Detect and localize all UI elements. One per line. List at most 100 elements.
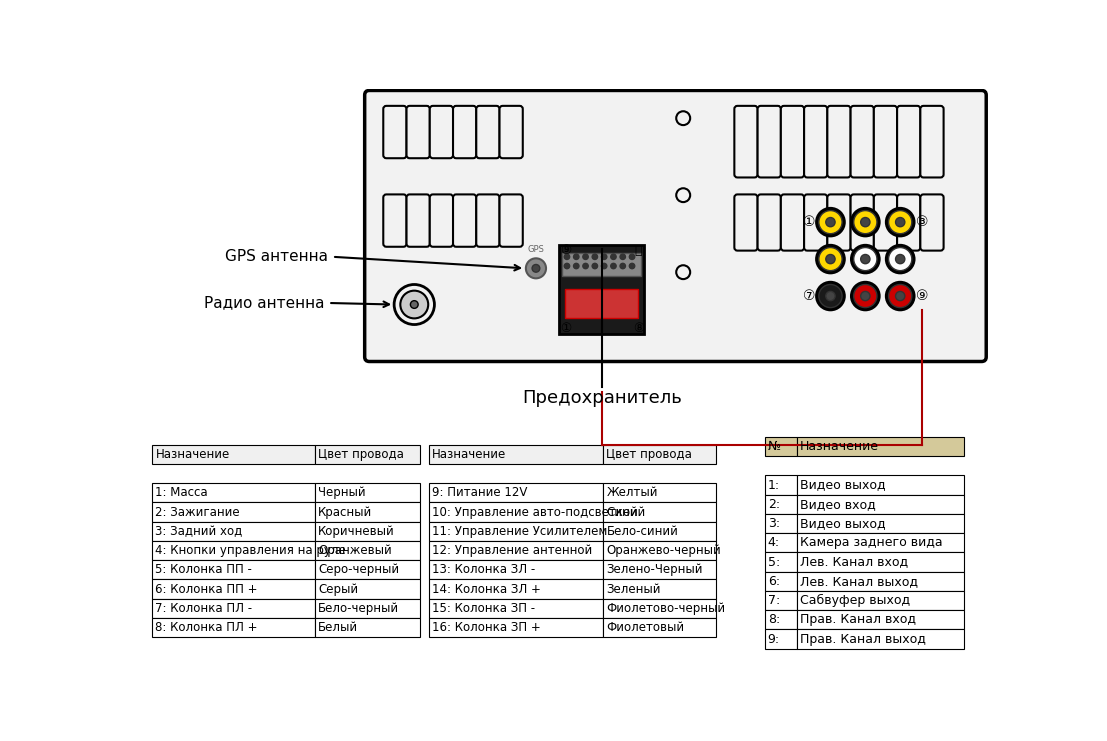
- Text: ③: ③: [915, 215, 928, 229]
- Circle shape: [565, 254, 570, 259]
- Circle shape: [526, 259, 546, 279]
- Circle shape: [896, 254, 904, 264]
- Bar: [765, 476, 797, 495]
- Text: Красный: Красный: [318, 505, 372, 519]
- Bar: [797, 534, 964, 553]
- Bar: [603, 522, 716, 541]
- Text: 4:: 4:: [767, 536, 779, 549]
- FancyBboxPatch shape: [499, 194, 523, 247]
- Circle shape: [401, 290, 428, 319]
- Circle shape: [583, 254, 588, 259]
- Bar: [797, 629, 964, 648]
- Circle shape: [851, 245, 879, 273]
- Text: Синий: Синий: [607, 505, 645, 519]
- Text: 12: Управление антенной: 12: Управление антенной: [432, 544, 592, 557]
- Bar: [153, 560, 315, 579]
- Circle shape: [851, 208, 879, 236]
- Bar: [603, 618, 716, 637]
- Text: 4: Кнопки управления на руле: 4: Кнопки управления на руле: [155, 544, 346, 557]
- Bar: [566, 289, 639, 319]
- Bar: [315, 618, 420, 637]
- Circle shape: [573, 254, 579, 259]
- Bar: [603, 599, 716, 618]
- FancyBboxPatch shape: [873, 194, 897, 250]
- Circle shape: [826, 254, 835, 264]
- Circle shape: [887, 208, 914, 236]
- FancyBboxPatch shape: [780, 194, 804, 250]
- Circle shape: [826, 291, 835, 301]
- Text: 1: Масса: 1: Масса: [155, 486, 208, 499]
- Circle shape: [889, 247, 912, 270]
- Circle shape: [889, 285, 912, 308]
- FancyBboxPatch shape: [897, 194, 920, 250]
- Bar: [765, 553, 797, 572]
- FancyBboxPatch shape: [897, 106, 920, 178]
- Text: Лев. Канал выход: Лев. Канал выход: [800, 575, 918, 588]
- Bar: [603, 541, 716, 560]
- Circle shape: [676, 265, 690, 279]
- Bar: [797, 591, 964, 610]
- Bar: [430, 599, 603, 618]
- Circle shape: [611, 263, 617, 269]
- Bar: [765, 437, 797, 456]
- Text: ⑨: ⑨: [560, 244, 571, 256]
- Bar: [430, 541, 603, 560]
- Circle shape: [573, 263, 579, 269]
- Text: Желтый: Желтый: [607, 486, 658, 499]
- Bar: [797, 553, 964, 572]
- Bar: [315, 560, 420, 579]
- Bar: [153, 522, 315, 541]
- Circle shape: [896, 291, 904, 301]
- Circle shape: [676, 188, 690, 202]
- Circle shape: [851, 282, 879, 310]
- Bar: [153, 579, 315, 599]
- Circle shape: [676, 111, 690, 125]
- Text: 7:: 7:: [767, 594, 780, 607]
- Bar: [153, 541, 315, 560]
- FancyBboxPatch shape: [757, 106, 780, 178]
- Text: 3:: 3:: [767, 517, 779, 530]
- FancyBboxPatch shape: [757, 194, 780, 250]
- Text: Черный: Черный: [318, 486, 365, 499]
- Text: 7: Колонка ПЛ -: 7: Колонка ПЛ -: [155, 602, 252, 615]
- Text: GPS антенна: GPS антенна: [225, 249, 329, 265]
- Bar: [315, 445, 420, 464]
- Circle shape: [853, 285, 877, 308]
- FancyBboxPatch shape: [827, 106, 850, 178]
- FancyBboxPatch shape: [383, 106, 406, 159]
- FancyBboxPatch shape: [850, 106, 873, 178]
- Text: 5: Колонка ПП -: 5: Колонка ПП -: [155, 563, 252, 576]
- Circle shape: [896, 218, 904, 227]
- Circle shape: [592, 263, 598, 269]
- Text: ⑯: ⑯: [634, 244, 642, 256]
- Circle shape: [860, 291, 870, 301]
- Bar: [765, 495, 797, 514]
- Bar: [797, 572, 964, 591]
- FancyBboxPatch shape: [406, 194, 430, 247]
- Circle shape: [860, 218, 870, 227]
- Circle shape: [826, 218, 835, 227]
- Text: Фиолетово-черный: Фиолетово-черный: [607, 602, 725, 615]
- Bar: [559, 245, 644, 333]
- Text: Видео выход: Видео выход: [800, 517, 886, 530]
- Text: Назначение: Назначение: [155, 448, 229, 461]
- Text: Фиолетовый: Фиолетовый: [607, 621, 684, 634]
- Bar: [765, 534, 797, 553]
- Text: №: №: [767, 440, 780, 453]
- Circle shape: [853, 247, 877, 270]
- Bar: [603, 560, 716, 579]
- FancyBboxPatch shape: [383, 194, 406, 247]
- Bar: [430, 445, 603, 464]
- Circle shape: [817, 282, 845, 310]
- Text: 9:: 9:: [767, 633, 779, 645]
- Bar: [765, 514, 797, 534]
- Text: Радио антенна: Радио антенна: [204, 296, 324, 310]
- Bar: [430, 618, 603, 637]
- Bar: [797, 476, 964, 495]
- FancyBboxPatch shape: [499, 106, 523, 159]
- Circle shape: [887, 282, 914, 310]
- Circle shape: [565, 263, 570, 269]
- Circle shape: [860, 254, 870, 264]
- FancyBboxPatch shape: [804, 194, 827, 250]
- Text: Бело-синий: Бело-синий: [607, 525, 679, 538]
